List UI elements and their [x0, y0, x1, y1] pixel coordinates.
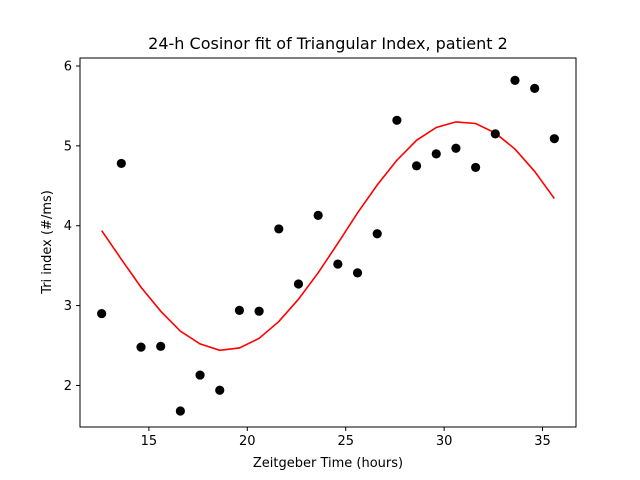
data-point: [97, 308, 107, 319]
data-point: [234, 305, 245, 315]
y-tick-label: 4: [64, 219, 72, 234]
y-tick-label: 2: [64, 379, 72, 394]
x-axis-ticks: 15 20 25 30 35: [141, 427, 551, 449]
plot-area: [79, 57, 577, 428]
data-point: [352, 268, 363, 278]
data-point: [372, 229, 382, 239]
data-point: [510, 75, 520, 85]
y-axis-ticks: 2 3 4 5 6: [64, 59, 80, 394]
data-point: [392, 115, 402, 125]
chart-title: 24-h Cosinor fit of Triangular Index, pa…: [148, 34, 508, 53]
data-point: [451, 143, 461, 153]
x-tick-label: 35: [534, 434, 551, 449]
y-tick-label: 6: [64, 59, 72, 74]
data-point: [549, 134, 559, 144]
fit-curve-layer: [100, 121, 555, 352]
data-point: [195, 370, 205, 380]
data-point: [116, 158, 126, 169]
plot-frame: [79, 57, 577, 428]
data-point: [274, 224, 284, 234]
data-point: [530, 83, 540, 93]
data-point: [175, 406, 185, 416]
data-point: [411, 161, 422, 171]
x-tick-label: 20: [239, 434, 256, 449]
data-point: [333, 259, 343, 269]
x-tick-label: 15: [141, 434, 158, 449]
cosinor-fit-line: [100, 121, 555, 352]
data-point: [156, 341, 166, 351]
x-axis-label: Zeitgeber Time (hours): [253, 456, 403, 471]
data-point: [313, 210, 323, 220]
data-point: [293, 279, 304, 289]
data-point: [215, 385, 225, 395]
y-tick-label: 5: [64, 139, 72, 154]
y-axis-label: Tri index (#/ms): [40, 190, 55, 295]
data-point: [136, 342, 146, 352]
data-points-layer: [97, 75, 559, 416]
data-point: [471, 162, 481, 173]
data-point: [490, 129, 500, 139]
y-tick-label: 3: [64, 299, 72, 314]
data-point: [254, 306, 264, 316]
x-tick-label: 25: [337, 434, 354, 449]
data-point: [431, 149, 441, 159]
x-tick-label: 30: [436, 434, 453, 449]
